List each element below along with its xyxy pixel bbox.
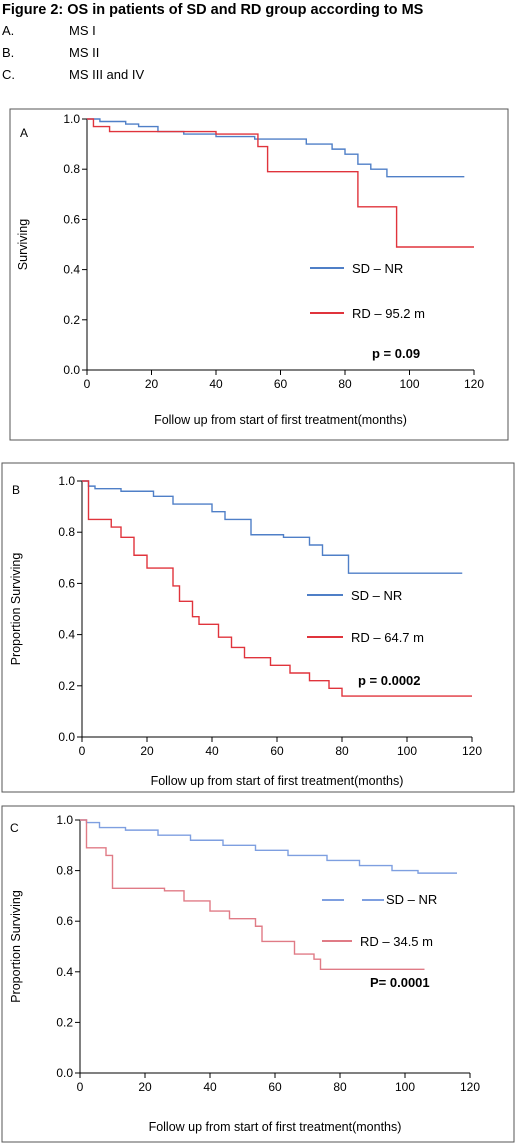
y-tick-label: 0.4: [56, 965, 73, 979]
p-value-label: P= 0.0001: [370, 975, 430, 990]
survival-curve-rd: [80, 819, 425, 970]
panel-frame: [1, 805, 515, 1143]
x-tick-label: 40: [209, 377, 223, 391]
y-tick-label: 0.6: [56, 914, 73, 928]
legend-label-rd: RD – 95.2 m: [352, 306, 425, 321]
subitem-c: C. MS III and IV: [2, 67, 144, 82]
y-tick-label: 0.4: [63, 263, 80, 277]
survival-curve-rd: [87, 118, 474, 248]
panel-frame: [1, 462, 515, 793]
subitem-b: B. MS II: [2, 45, 99, 60]
panel-frame: [9, 108, 509, 441]
survival-curve-sd: [80, 819, 457, 874]
y-tick-label: 0.6: [58, 576, 75, 590]
x-tick-label: 60: [270, 744, 284, 758]
y-axis-label: Proportion Surviving: [9, 553, 23, 666]
legend-label-sd: SD – NR: [352, 261, 403, 276]
x-tick-label: 40: [203, 1080, 217, 1094]
x-tick-label: 100: [399, 377, 419, 391]
x-tick-label: 20: [140, 744, 154, 758]
x-tick-label: 80: [333, 1080, 347, 1094]
x-axis-label: Follow up from start of first treatment(…: [149, 1120, 402, 1134]
legend-label-rd: RD – 34.5 m: [360, 934, 433, 949]
x-tick-label: 20: [138, 1080, 152, 1094]
y-tick-label: 0.4: [58, 628, 75, 642]
y-tick-label: 1.0: [63, 112, 80, 126]
survival-curve-rd: [82, 480, 472, 697]
subitem-key: B.: [2, 45, 15, 60]
x-tick-label: 80: [335, 744, 349, 758]
y-tick-label: 0.2: [63, 313, 80, 327]
y-tick-label: 0.6: [63, 212, 80, 226]
y-tick-label: 0.2: [58, 679, 75, 693]
x-tick-label: 60: [274, 377, 288, 391]
y-axis-label: Proportion Surviving: [9, 890, 23, 1003]
p-value-label: p = 0.0002: [358, 673, 421, 688]
y-tick-label: 0.2: [56, 1015, 73, 1029]
y-axis-label: Surviving: [16, 219, 30, 270]
panel-letter: C: [10, 821, 19, 835]
p-value-label: p = 0.09: [372, 346, 420, 361]
legend-label-sd: SD – NR: [386, 892, 437, 907]
x-tick-label: 100: [397, 744, 417, 758]
x-tick-label: 120: [460, 1080, 480, 1094]
subitem-text: MS II: [69, 45, 100, 60]
x-tick-label: 120: [462, 744, 482, 758]
survival-curve-sd: [87, 118, 465, 178]
chart-panel-a: A 0.0 0.2 0.4 0.6 0.8 1.0 0 20 40 60 80 100 120 Follow…: [9, 108, 509, 441]
subitem-a: A. MS I: [2, 23, 96, 38]
x-tick-label: 100: [395, 1080, 415, 1094]
y-tick-label: 1.0: [56, 813, 73, 827]
legend-label-sd: SD – NR: [351, 588, 402, 603]
y-tick-label: 1.0: [58, 474, 75, 488]
panel-letter: B: [12, 483, 20, 497]
subitem-text: MS I: [69, 23, 96, 38]
chart-panel-b: B 0.0 0.2 0.4 0.6 0.8 1.0 0 20 40 60 80 100 120 Follow…: [1, 462, 515, 793]
x-tick-label: 20: [145, 377, 159, 391]
chart-panel-c: C 0.0 0.2 0.4 0.6 0.8 1.0 0 20 40 60 80 100 120 Follow…: [1, 805, 515, 1143]
subitem-text: MS III and IV: [69, 67, 145, 82]
x-axis-label: Follow up from start of first treatment(…: [151, 774, 404, 788]
y-tick-label: 0.0: [56, 1066, 73, 1080]
x-tick-label: 60: [268, 1080, 282, 1094]
y-tick-label: 0.8: [63, 162, 80, 176]
panel-letter: A: [20, 126, 28, 140]
legend-label-rd: RD – 64.7 m: [351, 630, 424, 645]
y-tick-label: 0.0: [58, 730, 75, 744]
y-tick-label: 0.8: [56, 864, 73, 878]
x-tick-label: 0: [77, 1080, 84, 1094]
survival-curve-sd: [82, 480, 463, 574]
x-tick-label: 0: [84, 377, 91, 391]
x-tick-label: 80: [338, 377, 352, 391]
x-tick-label: 0: [79, 744, 86, 758]
y-tick-label: 0.8: [58, 525, 75, 539]
x-tick-label: 40: [205, 744, 219, 758]
x-axis-label: Follow up from start of first treatment(…: [154, 413, 407, 427]
figure-title: Figure 2: OS in patients of SD and RD gr…: [2, 2, 424, 18]
y-tick-label: 0.0: [63, 363, 80, 377]
subitem-key: A.: [2, 23, 15, 38]
x-tick-label: 120: [464, 377, 484, 391]
subitem-key: C.: [2, 67, 15, 82]
